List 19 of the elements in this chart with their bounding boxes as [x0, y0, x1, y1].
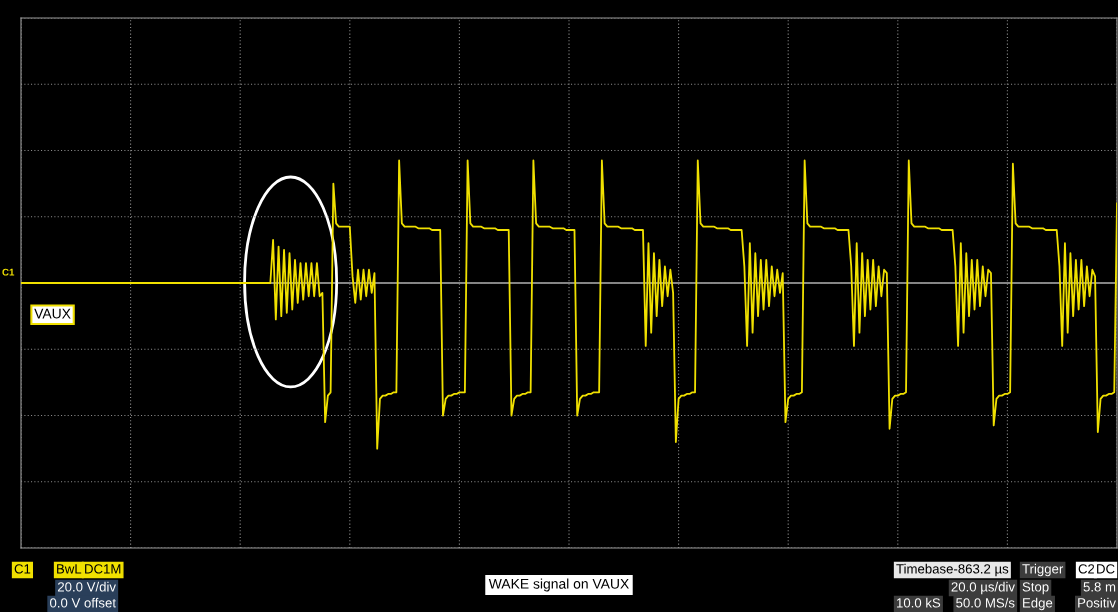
text: Stop: [1022, 582, 1049, 595]
text: DC: [1097, 564, 1115, 574]
text: C1: [2, 268, 15, 276]
text: BwL: [57, 564, 82, 574]
text: C1: [14, 564, 31, 574]
text: 5.8 m: [1083, 582, 1116, 592]
series-label: VAUX: [34, 308, 71, 319]
text: DC1M: [85, 564, 121, 574]
text: WAKE signal on VAUX: [488, 578, 629, 592]
text: 20.0 µs/div: [951, 581, 1015, 595]
text: Edge: [1023, 597, 1053, 611]
text: C2: [1078, 564, 1095, 574]
text: 0.0 V offset: [50, 597, 116, 608]
text: Trigger: [1022, 563, 1064, 577]
text: Positiv: [1078, 597, 1116, 608]
text: 20.0 V/div: [57, 581, 116, 592]
text: 10.0 kS: [897, 597, 941, 608]
text: 50.0 MS/s: [956, 597, 1015, 608]
text: Timebase-863.2 µs: [896, 563, 1009, 577]
